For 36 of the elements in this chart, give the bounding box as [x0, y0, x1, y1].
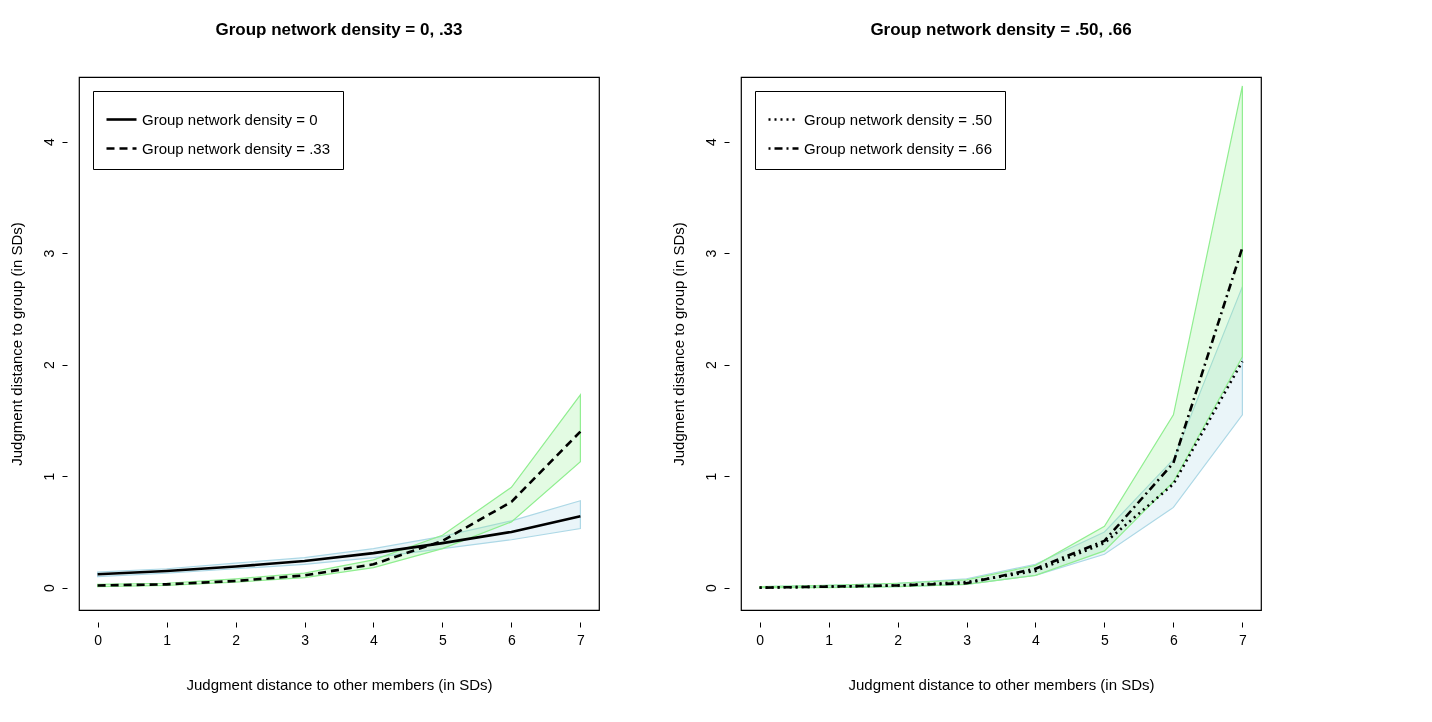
x-tick-label: 3	[301, 631, 310, 648]
y-tick-label: 4	[40, 138, 57, 147]
y-tick-label: 2	[702, 361, 719, 370]
chart-title: Group network density = 0, .33	[215, 20, 463, 39]
x-tick-label: 0	[94, 631, 103, 648]
y-tick-label: 1	[40, 472, 57, 481]
x-tick-label: 7	[576, 631, 585, 648]
y-axis-title: Judgment distance to group (in SDs)	[7, 222, 25, 466]
x-tick-label: 4	[1032, 631, 1041, 648]
x-tick-label: 5	[439, 631, 448, 648]
y-tick-label: 3	[702, 249, 719, 258]
x-tick-label: 1	[825, 631, 834, 648]
chart-title: Group network density = .50, .66	[870, 20, 1132, 39]
legend-label: Group network density = .50	[804, 110, 993, 128]
x-tick-label: 2	[232, 631, 241, 648]
y-tick-label: 3	[40, 249, 57, 258]
y-tick-label: 1	[702, 472, 719, 481]
x-tick-label: 0	[756, 631, 765, 648]
x-tick-label: 6	[1170, 631, 1179, 648]
x-tick-label: 1	[163, 631, 172, 648]
y-tick-label: 0	[702, 584, 719, 593]
x-axis-title: Judgment distance to other members (in SDs)	[186, 675, 493, 693]
x-tick-label: 2	[894, 631, 903, 648]
x-tick-label: 4	[370, 631, 379, 648]
legend-label: Group network density = 0	[142, 110, 318, 128]
y-tick-label: 0	[40, 584, 57, 593]
legend-label: Group network density = .33	[142, 139, 331, 157]
x-tick-label: 5	[1101, 631, 1110, 648]
x-tick-label: 7	[1238, 631, 1247, 648]
x-tick-label: 6	[508, 631, 517, 648]
y-tick-label: 4	[702, 138, 719, 147]
y-axis-title: Judgment distance to group (in SDs)	[669, 222, 687, 466]
x-axis-title: Judgment distance to other members (in SDs)	[848, 675, 1155, 693]
y-tick-label: 2	[40, 361, 57, 370]
x-tick-label: 3	[963, 631, 972, 648]
legend-label: Group network density = .66	[804, 139, 993, 157]
